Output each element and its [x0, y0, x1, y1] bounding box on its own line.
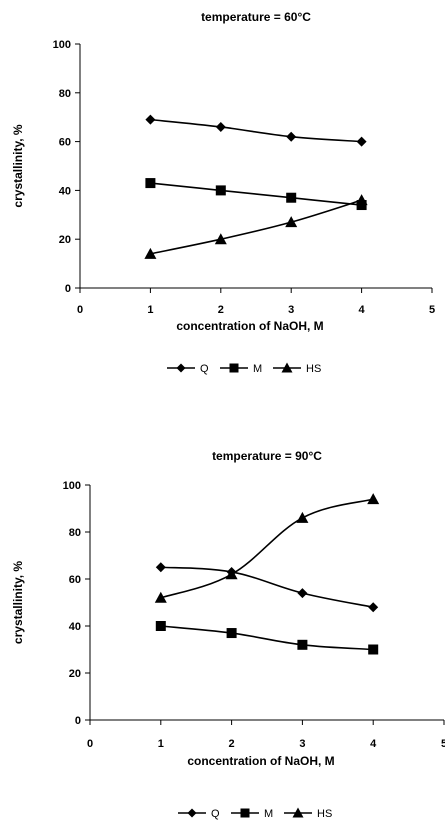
data-point-diamond [286, 131, 297, 142]
x-tick-label: 1 [158, 738, 164, 750]
y-tick-label: 60 [59, 137, 71, 149]
legend-marker-diamond [176, 363, 186, 373]
chart-title: temperature = 90°C [212, 449, 322, 463]
data-point-diamond [297, 588, 308, 599]
x-tick-label: 5 [429, 304, 435, 316]
series-line [160, 566, 374, 608]
legend-label: M [253, 363, 262, 375]
legend-item: M [220, 363, 262, 375]
series-line [150, 182, 362, 206]
series-line [160, 498, 374, 599]
legend-label: Q [211, 808, 220, 820]
data-point-diamond [368, 602, 379, 613]
legend-marker-triangle [292, 807, 304, 818]
chart-90c: temperature = 90°C 0 20 40 60 80 100 0 1 2 3 4 5 conc… [0, 440, 445, 832]
data-point-triangle [367, 493, 380, 505]
data-point-triangle [154, 591, 167, 603]
y-tick-label: 100 [53, 39, 71, 51]
data-point-triangle [225, 568, 238, 580]
x-tick-label: 2 [218, 304, 224, 316]
legend-marker-diamond [187, 808, 197, 818]
y-tick-label: 80 [59, 88, 71, 100]
data-point-diamond [356, 136, 367, 147]
data-point-square [368, 644, 379, 655]
series-m [155, 621, 379, 655]
data-point-triangle [214, 233, 227, 245]
data-point-triangle [296, 511, 309, 523]
data-point-square [155, 621, 166, 631]
y-tick-label: 20 [69, 668, 81, 680]
legend-label: M [264, 808, 273, 820]
y-tick-label: 40 [59, 185, 71, 197]
x-tick-label: 3 [299, 738, 305, 750]
legend-item: HS [273, 362, 321, 375]
chart-60c: temperature = 60°C 0 20 40 60 80 100 0 1 2 3 4 5 conc… [0, 0, 445, 412]
series-q [145, 114, 367, 147]
x-tick-label: 0 [77, 304, 83, 316]
legend: Q M HS [178, 807, 332, 820]
series-hs [144, 194, 368, 259]
legend: Q M HS [167, 362, 321, 375]
legend-marker-square [229, 363, 239, 373]
series-q [155, 562, 379, 613]
data-point-square [286, 192, 297, 203]
chart-svg: temperature = 60°C 0 20 40 60 80 100 0 1 2 3 4 5 conc… [11, 10, 435, 375]
legend-item: Q [178, 808, 220, 820]
series-line [150, 199, 362, 255]
series-hs [154, 493, 380, 603]
chart-title: temperature = 60°C [201, 10, 311, 24]
series-m [145, 178, 367, 211]
x-tick-label: 3 [288, 304, 294, 316]
series-line [150, 118, 362, 143]
legend-label: HS [317, 808, 332, 820]
legend-item: HS [284, 807, 332, 820]
y-tick-label: 0 [75, 715, 81, 727]
y-axis-label: crystallinity, % [11, 124, 25, 207]
y-tick-label: 100 [63, 480, 81, 492]
x-tick-label: 1 [147, 304, 153, 316]
x-tick-label: 5 [441, 738, 445, 750]
legend-label: HS [306, 363, 321, 375]
x-axis-label: concentration of NaOH, M [176, 319, 323, 333]
y-tick-label: 40 [69, 621, 81, 633]
x-tick-label: 4 [370, 738, 377, 750]
data-point-diamond [155, 562, 166, 573]
y-tick-label: 20 [59, 234, 71, 246]
legend-item: M [231, 808, 273, 820]
legend-item: Q [167, 363, 209, 375]
legend-marker-square [240, 808, 250, 818]
data-point-triangle [355, 194, 368, 206]
data-point-triangle [285, 216, 298, 228]
data-point-square [226, 628, 237, 639]
data-point-square [297, 639, 308, 650]
data-point-diamond [215, 121, 226, 132]
y-tick-label: 0 [65, 283, 71, 295]
series-line [160, 625, 374, 651]
data-point-square [215, 185, 226, 196]
data-point-diamond [145, 114, 156, 125]
data-point-square [145, 178, 156, 189]
x-tick-label: 4 [359, 304, 366, 316]
x-axis-label: concentration of NaOH, M [187, 754, 334, 768]
x-tick-label: 2 [229, 738, 235, 750]
chart-svg: temperature = 90°C 0 20 40 60 80 100 0 1 2 3 4 5 conc… [11, 449, 445, 820]
x-tick-label: 0 [87, 738, 93, 750]
legend-label: Q [200, 363, 209, 375]
y-axis-label: crystallinity, % [11, 561, 25, 644]
legend-marker-triangle [281, 362, 293, 373]
data-point-triangle [144, 247, 157, 259]
y-tick-label: 80 [69, 527, 81, 539]
y-tick-label: 60 [69, 574, 81, 586]
